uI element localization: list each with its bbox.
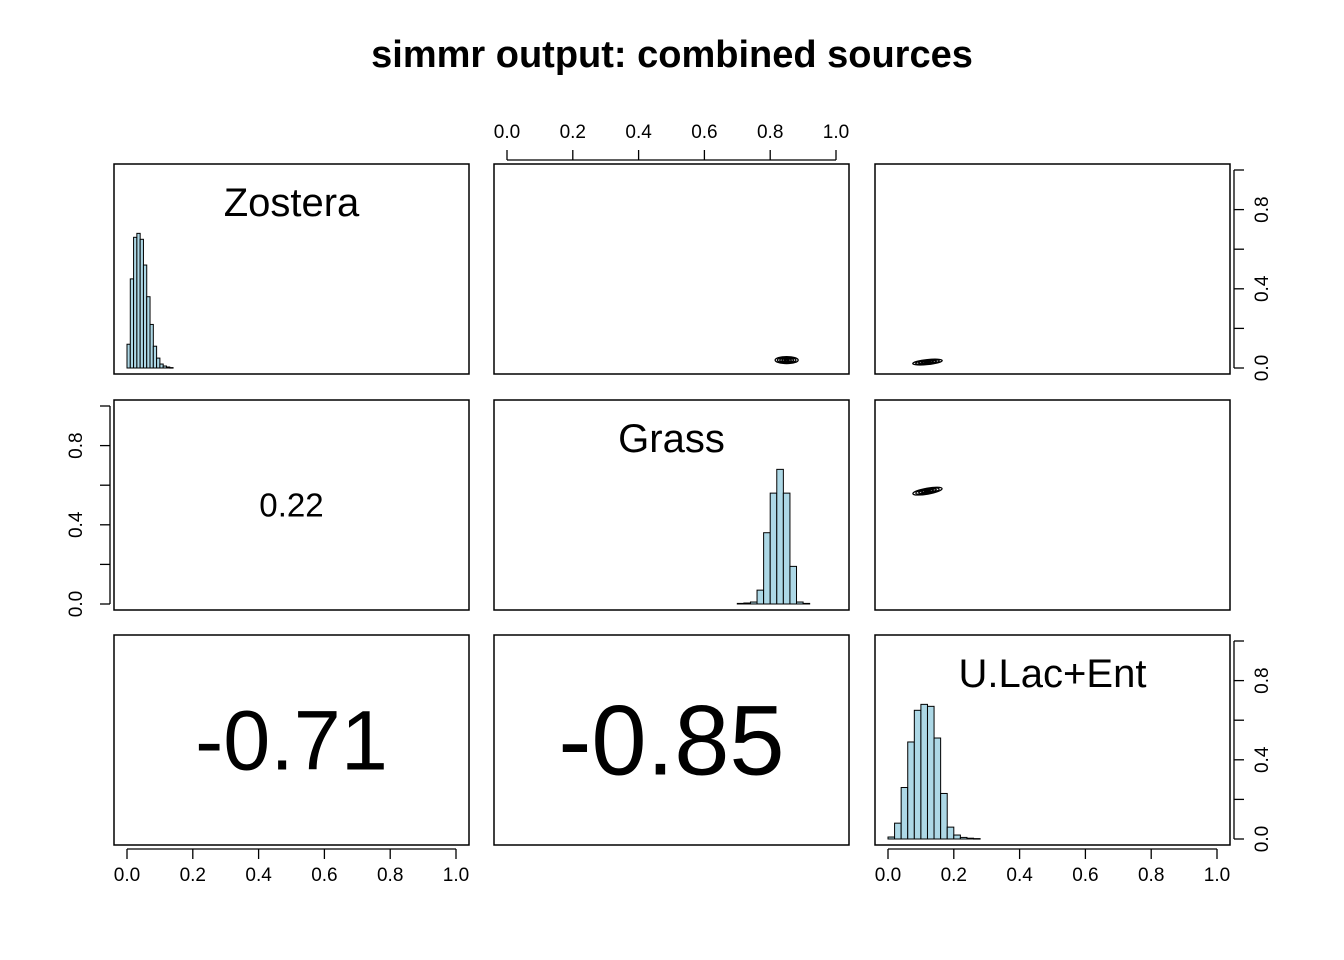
histogram-bar	[802, 602, 811, 605]
histogram-bar	[933, 737, 942, 840]
histogram-bar	[156, 357, 161, 369]
y-tick-label: 0.8	[66, 432, 87, 458]
x-tick-label: 1.0	[443, 865, 469, 886]
x-tick-label: 0.8	[377, 865, 403, 886]
x-tick-label: 0.4	[625, 122, 652, 143]
contour-line	[923, 360, 932, 364]
correlation-value: -0.85	[558, 686, 784, 797]
histogram-bar	[959, 836, 968, 840]
contour-line	[779, 357, 795, 363]
x-tick-label: 0.0	[114, 865, 140, 886]
histogram-bar	[887, 836, 896, 840]
x-tick-label: 1.0	[1204, 865, 1230, 886]
histogram-bar	[973, 838, 981, 840]
histogram-bar	[756, 589, 765, 605]
panel-0-1	[493, 163, 850, 375]
source-label: U.Lac+Ent	[959, 652, 1147, 696]
x-tick-label: 0.6	[1072, 865, 1098, 886]
correlation-value: 0.22	[259, 488, 323, 525]
histogram-bar	[900, 787, 909, 840]
x-tick-label: 0.6	[311, 865, 337, 886]
histogram-bar	[152, 345, 158, 369]
histogram-bar	[743, 602, 751, 605]
chart-title: simmr output: combined sources	[371, 34, 973, 76]
y-tick-label: 0.8	[1252, 196, 1273, 222]
histogram-bar	[953, 834, 961, 840]
histogram-bar	[913, 709, 922, 840]
histogram-bar	[966, 837, 975, 840]
y-tick-label: 0.4	[66, 511, 87, 538]
x-tick-label: 0.2	[180, 865, 206, 886]
contour-line	[776, 356, 797, 364]
panel-1-1	[493, 399, 850, 611]
x-tick-label: 0.0	[494, 122, 520, 143]
source-label: Grass	[618, 417, 725, 461]
source-label: Zostera	[224, 181, 360, 225]
panel-1-0	[113, 399, 470, 611]
x-tick-label: 1.0	[823, 122, 849, 143]
y-tick-label: 0.4	[1252, 275, 1273, 302]
histogram-bar	[776, 468, 784, 605]
contour-line	[783, 358, 790, 362]
panel-2-2	[874, 634, 1231, 846]
x-tick-label: 0.2	[941, 865, 967, 886]
y-tick-label: 0.0	[1252, 826, 1273, 852]
panel-1-2	[874, 399, 1231, 611]
x-tick-label: 0.2	[560, 122, 586, 143]
correlation-value: -0.71	[195, 693, 388, 788]
histogram-bar	[769, 492, 778, 605]
x-tick-label: 0.0	[875, 865, 901, 886]
histogram-bar	[796, 601, 804, 605]
panel-0-2	[874, 163, 1231, 375]
histogram-bar	[926, 705, 935, 840]
histogram-bar	[789, 565, 798, 605]
histogram-bar	[749, 601, 758, 605]
contour-line	[923, 489, 932, 493]
y-tick-label: 0.0	[1252, 355, 1273, 381]
histogram-bar	[782, 492, 791, 605]
histogram-bar	[907, 741, 915, 840]
y-tick-label: 0.4	[1252, 746, 1273, 773]
panel-2-0	[113, 634, 470, 846]
x-tick-label: 0.4	[245, 865, 272, 886]
x-tick-label: 0.8	[1138, 865, 1164, 886]
histogram-bar	[894, 822, 902, 840]
contour-line	[781, 358, 792, 363]
histogram-bar	[920, 703, 928, 840]
x-tick-label: 0.8	[757, 122, 783, 143]
histogram-bar	[169, 367, 174, 369]
histogram-bar	[946, 826, 955, 840]
panel-2-1	[493, 634, 850, 846]
histogram-bar	[763, 532, 771, 605]
x-tick-label: 0.4	[1006, 865, 1033, 886]
y-tick-label: 0.0	[66, 591, 87, 617]
y-tick-label: 0.8	[1252, 667, 1273, 693]
contour-line	[774, 355, 799, 365]
panel-0-0	[113, 163, 470, 375]
x-tick-label: 0.6	[691, 122, 717, 143]
histogram-bar	[736, 602, 745, 605]
histogram-bar	[940, 792, 948, 840]
